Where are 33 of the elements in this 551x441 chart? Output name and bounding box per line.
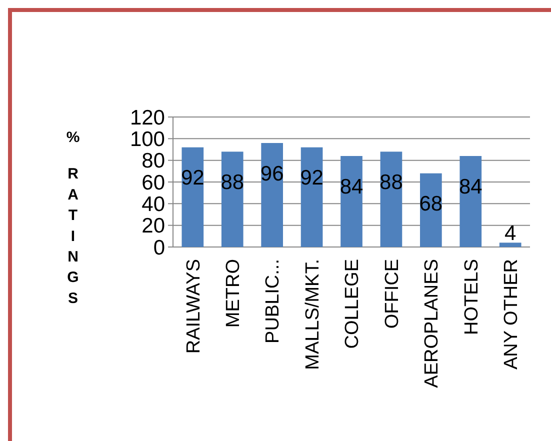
y-tick-label: 20: [142, 214, 165, 238]
data-label: 96: [260, 162, 284, 186]
text: % RATINGS: [66, 129, 80, 307]
y-tick-label: 120: [130, 106, 165, 130]
data-label: 84: [340, 175, 364, 198]
bar: [499, 242, 522, 247]
data-label: 68: [419, 192, 443, 216]
bar: [340, 156, 362, 247]
data-label: 88: [380, 171, 403, 194]
x-tick-label: RAILWAYS: [183, 259, 204, 354]
data-label: 88: [220, 171, 244, 194]
y-tick-label: 60: [142, 171, 165, 194]
bar: [221, 152, 244, 247]
x-tick-label: PUBLIC...: [262, 259, 284, 344]
bar: [380, 152, 402, 247]
data-label: 92: [300, 166, 324, 190]
x-tick-label: MALLS/MKT.: [302, 259, 324, 370]
x-tick-label: AEROPLANES: [422, 259, 443, 388]
y-tick-label: 0: [153, 236, 165, 260]
x-tick-label: HOTELS: [461, 259, 482, 336]
x-tick-label: COLLEGE: [342, 259, 364, 349]
x-tick-label: OFFICE: [382, 259, 403, 329]
data-label: 4: [504, 222, 516, 246]
bar: [261, 143, 283, 247]
y-tick-label: 40: [142, 193, 165, 216]
x-tick-label: ANY OTHER: [500, 259, 522, 370]
y-tick-label: 100: [130, 128, 165, 152]
bar: [420, 173, 442, 247]
x-tick-label: METRO: [223, 259, 244, 328]
y-tick-label: 80: [142, 150, 165, 173]
bar: [182, 147, 204, 247]
bar: [300, 147, 323, 247]
data-label: 92: [180, 166, 204, 190]
